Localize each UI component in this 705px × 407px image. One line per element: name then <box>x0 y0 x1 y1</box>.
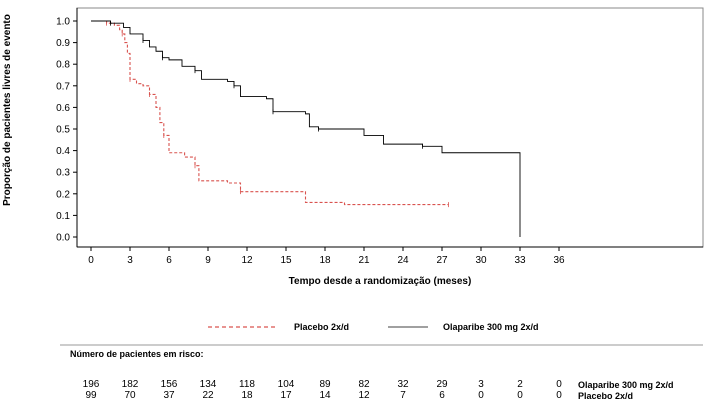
x-tick-label: 0 <box>88 255 94 266</box>
x-tick-label: 30 <box>475 255 487 266</box>
risk-count: 156 <box>160 379 178 390</box>
plot-frame <box>76 7 704 248</box>
risk-count: 3 <box>478 379 484 390</box>
risk-count: 17 <box>280 390 292 401</box>
placebo-curve <box>91 20 449 206</box>
risk-count: 70 <box>124 390 136 401</box>
risk-count: 18 <box>241 390 253 401</box>
legend-olaparibe-label: Olaparibe 300 mg 2x/d <box>443 322 539 332</box>
risk-row-label: Placebo 2x/d <box>578 391 634 401</box>
risk-count: 182 <box>121 379 139 390</box>
risk-count: 104 <box>277 379 295 390</box>
risk-count: 32 <box>397 379 409 390</box>
x-tick-label: 36 <box>553 255 565 266</box>
risk-count: 22 <box>202 390 214 401</box>
y-tick-label: 0.1 <box>56 211 70 222</box>
risk-count: 134 <box>199 379 217 390</box>
olaparibe-curve <box>91 20 521 237</box>
x-tick-label: 33 <box>514 255 526 266</box>
x-tick-label: 6 <box>166 255 172 266</box>
risk-count: 0 <box>556 379 562 390</box>
y-tick-label: 0.8 <box>56 60 70 71</box>
risk-count: 29 <box>436 379 448 390</box>
risk-count: 0 <box>478 390 484 401</box>
y-tick-label: 0.0 <box>56 233 70 244</box>
x-tick-label: 15 <box>280 255 292 266</box>
y-tick-label: 1.0 <box>56 17 70 28</box>
x-axis-label: Tempo desde a randomização (meses) <box>289 276 472 287</box>
y-tick-label: 0.4 <box>56 146 70 157</box>
x-tick-label: 9 <box>205 255 211 266</box>
y-tick-label: 0.6 <box>56 103 70 114</box>
risk-count: 0 <box>556 390 562 401</box>
x-tick-label: 27 <box>436 255 448 266</box>
y-tick-label: 0.9 <box>56 38 70 49</box>
risk-count: 82 <box>358 379 370 390</box>
risk-count: 2 <box>517 379 523 390</box>
x-tick-label: 24 <box>397 255 409 266</box>
risk-count: 37 <box>163 390 175 401</box>
risk-count: 196 <box>82 379 100 390</box>
y-axis-label: Proporção de pacientes livres de evento <box>2 14 13 206</box>
risk-count: 0 <box>517 390 523 401</box>
y-tick-label: 0.2 <box>56 189 70 200</box>
x-tick-label: 18 <box>319 255 331 266</box>
x-tick-label: 3 <box>127 255 133 266</box>
risk-count: 89 <box>319 379 331 390</box>
risk-count: 6 <box>439 390 445 401</box>
x-axis-ticks: 0 3 6 9 12 15 18 21 24 27 30 33 36 <box>88 247 565 266</box>
risk-table-title: Número de pacientes em risco: <box>70 349 204 359</box>
survival-curves <box>91 20 521 237</box>
risk-count: 14 <box>319 390 331 401</box>
risk-count: 12 <box>358 390 370 401</box>
risk-count: 7 <box>400 390 406 401</box>
legend-placebo-label: Placebo 2x/d <box>294 322 349 332</box>
y-axis-ticks: 0.0 0.1 0.2 0.3 0.4 0.5 0.6 0.7 0.8 0.9 1.0 <box>56 17 77 244</box>
x-tick-label: 12 <box>241 255 253 266</box>
risk-count: 99 <box>85 390 97 401</box>
y-tick-label: 0.5 <box>56 125 70 136</box>
risk-count: 118 <box>239 379 255 390</box>
risk-row-label: Olaparibe 300 mg 2x/d <box>578 380 674 390</box>
y-tick-label: 0.3 <box>56 168 70 179</box>
x-tick-label: 21 <box>358 255 370 266</box>
y-tick-label: 0.7 <box>56 81 70 92</box>
